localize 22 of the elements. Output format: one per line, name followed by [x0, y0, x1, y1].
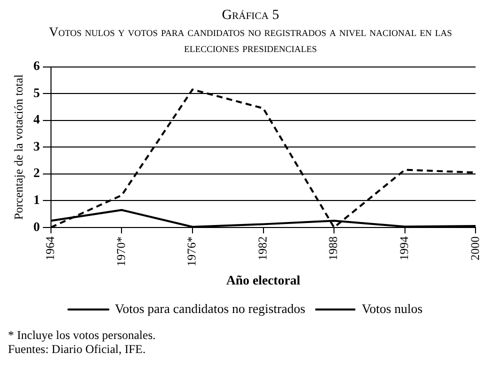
- x-tick-label: 1976*: [184, 236, 199, 266]
- x-tick-label: 1988: [326, 236, 340, 260]
- x-tick-label: 2000: [468, 236, 482, 260]
- y-tick-label: 6: [33, 58, 40, 74]
- x-tick-label: 1964: [43, 236, 58, 260]
- legend-label: Votos para candidatos no registrados: [114, 300, 306, 316]
- y-axis-title: Porcentaje de la votación total: [11, 74, 26, 220]
- x-tick-label: 1982: [255, 236, 270, 260]
- chart-title: Gráfica 5: [220, 8, 280, 24]
- text: * Incluye los votos personales.: [8, 328, 157, 342]
- x-axis-title: Año electoral: [226, 272, 301, 288]
- chart-subtitle: Votos nulos y votos para candidatos no registrados a nivel nacional en las elecciones presidenciales: [48, 24, 454, 56]
- y-tick-label: 1: [33, 192, 40, 207]
- y-tick-label: 4: [33, 112, 40, 127]
- x-tick-label: 1970*: [114, 236, 128, 266]
- y-tick-label: 5: [33, 84, 40, 100]
- source-note: Fuentes: Diario Oficial, IFE.: [8, 342, 147, 356]
- x-tick-label: 1994: [396, 236, 411, 260]
- legend-label: Votos nulos: [362, 300, 423, 316]
- y-tick-label: 3: [33, 138, 40, 154]
- y-tick-label: 0: [33, 218, 40, 234]
- y-tick-label: 2: [33, 165, 40, 180]
